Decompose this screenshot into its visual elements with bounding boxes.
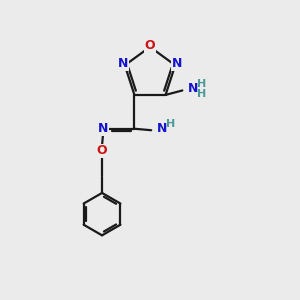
Text: N: N bbox=[98, 122, 109, 135]
Text: N: N bbox=[118, 57, 128, 70]
Text: N: N bbox=[188, 82, 198, 95]
Text: H: H bbox=[197, 79, 206, 89]
Text: O: O bbox=[97, 144, 107, 157]
Text: O: O bbox=[145, 39, 155, 52]
Text: H: H bbox=[197, 89, 206, 99]
Text: H: H bbox=[166, 119, 175, 129]
Text: N: N bbox=[157, 122, 167, 135]
Text: N: N bbox=[172, 57, 182, 70]
